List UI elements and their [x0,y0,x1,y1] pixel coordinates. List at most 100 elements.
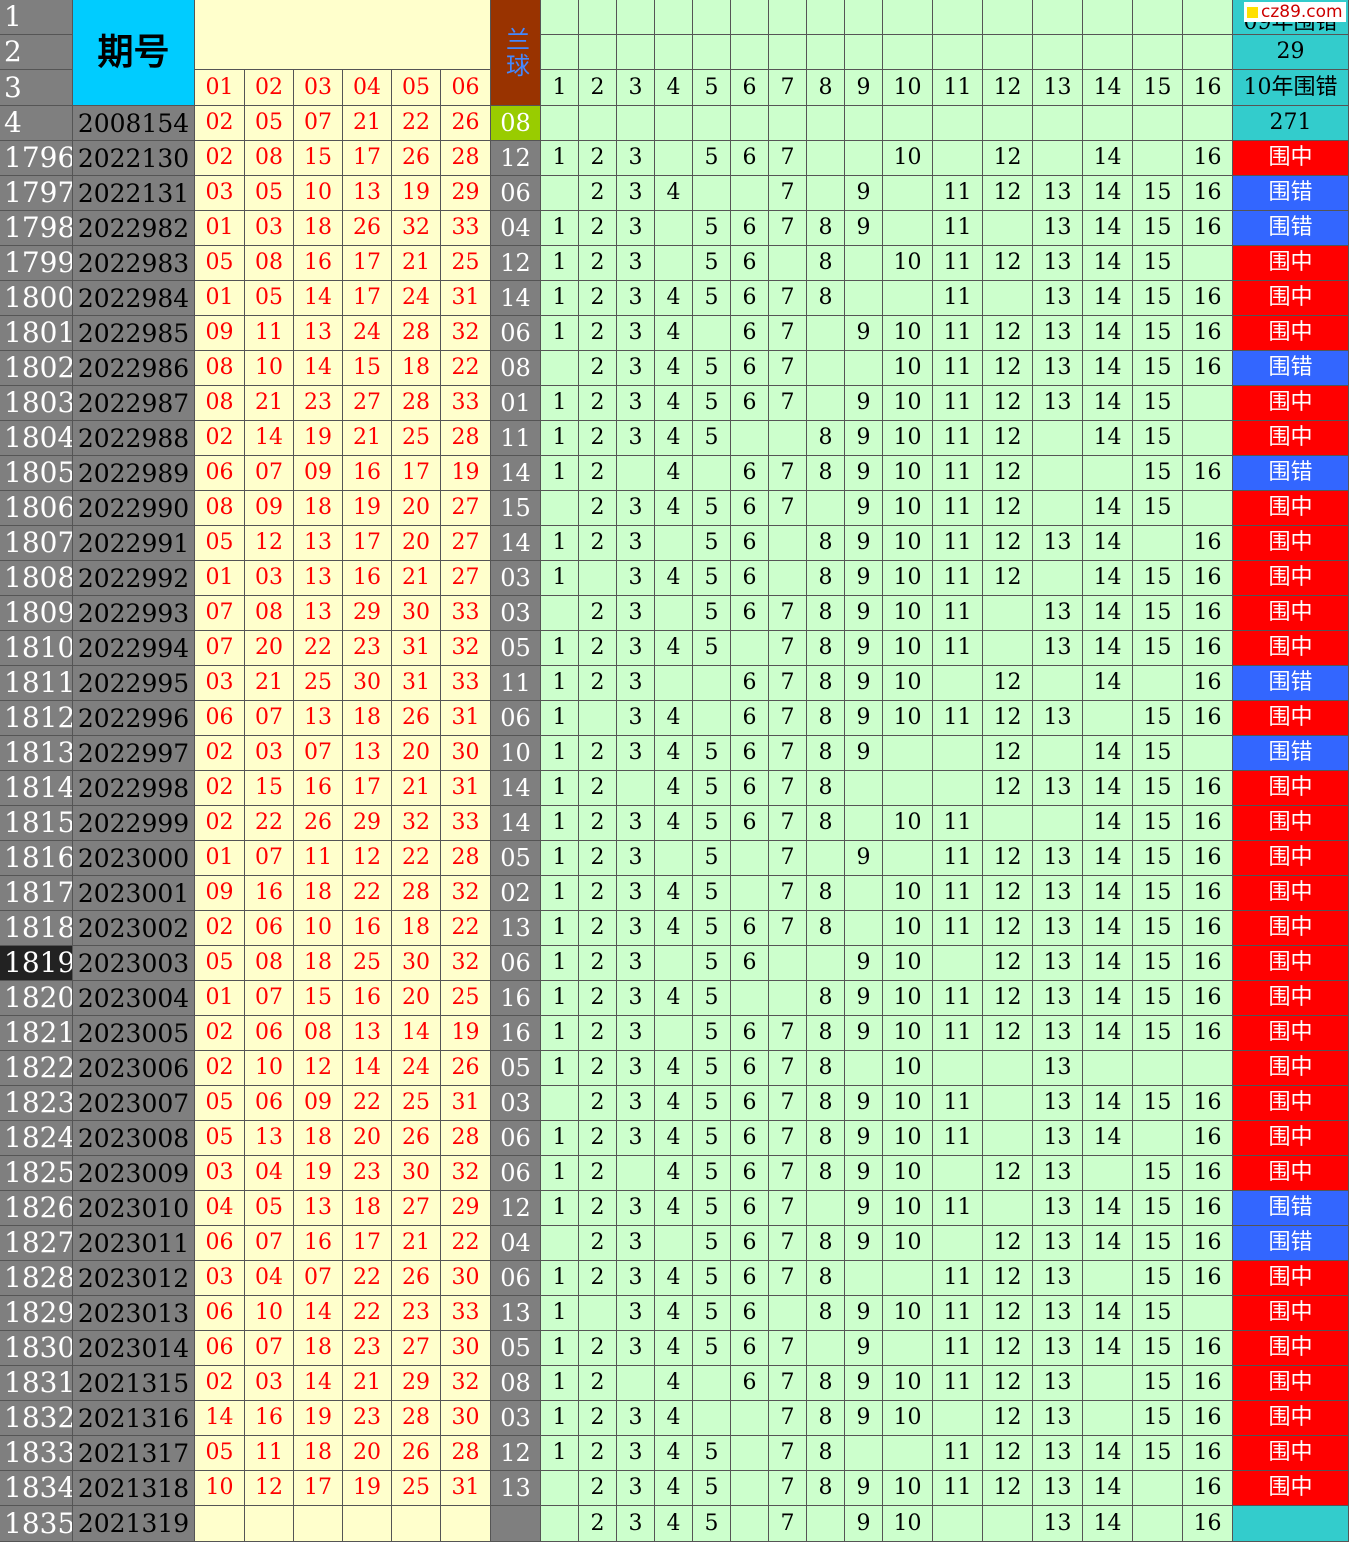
red-number[interactable]: 13 [245,1121,294,1156]
green-number[interactable]: 13 [1033,981,1083,1016]
red-number[interactable]: 05 [195,1436,245,1471]
green-number[interactable]: 12 [983,1261,1033,1296]
blue-number[interactable]: 11 [491,421,541,456]
green-number[interactable] [845,911,883,946]
green-number[interactable]: 6 [731,1366,769,1401]
red-number[interactable]: 23 [343,1401,392,1436]
green-number[interactable]: 6 [731,1296,769,1331]
green-number[interactable]: 16 [1183,911,1233,946]
green-number[interactable]: 4 [655,1156,693,1191]
red-number[interactable] [245,1506,294,1542]
period-cell[interactable]: 2022991 [73,526,195,561]
green-number[interactable]: 16 [1183,1331,1233,1366]
red-number[interactable]: 22 [245,806,294,841]
green-number[interactable]: 10 [883,1191,933,1226]
green-number[interactable]: 7 [769,1086,807,1121]
green-number[interactable]: 3 [617,876,655,911]
green-number[interactable]: 14 [1083,316,1133,351]
blue-number[interactable]: 03 [491,1086,541,1121]
green-number[interactable]: 3 [617,1191,655,1226]
green-cell[interactable] [1033,106,1083,141]
red-number[interactable]: 16 [294,246,343,281]
green-number[interactable]: 11 [933,386,983,421]
row-number[interactable]: 1810 [0,631,73,666]
green-number[interactable]: 3 [617,281,655,316]
green-number[interactable]: 7 [769,316,807,351]
green-number[interactable]: 2 [579,316,617,351]
red-number[interactable]: 22 [343,1086,392,1121]
green-number[interactable]: 1 [541,1051,579,1086]
green-number[interactable]: 14 [1083,631,1133,666]
red-number[interactable]: 11 [294,841,343,876]
green-number[interactable] [883,281,933,316]
status-cell[interactable]: 围中 [1233,1086,1349,1121]
red-number[interactable]: 02 [195,1016,245,1051]
red-number[interactable]: 25 [294,666,343,701]
green-number[interactable]: 3 [617,631,655,666]
green-number[interactable] [655,141,693,176]
row-number[interactable]: 1815 [0,806,73,841]
green-number[interactable]: 3 [617,211,655,246]
green-number[interactable]: 4 [655,1191,693,1226]
green-number[interactable] [845,771,883,806]
period-cell[interactable]: 2022992 [73,561,195,596]
green-number[interactable]: 9 [845,386,883,421]
red-number[interactable]: 33 [441,666,491,701]
blue-number[interactable]: 06 [491,1121,541,1156]
green-number[interactable]: 6 [731,1261,769,1296]
green-number[interactable]: 2 [579,1086,617,1121]
red-number[interactable]: 20 [343,1436,392,1471]
green-number[interactable]: 9 [845,176,883,211]
green-number[interactable]: 7 [769,491,807,526]
green-number[interactable]: 2 [579,1156,617,1191]
green-number[interactable] [579,561,617,596]
green-number[interactable]: 13 [1033,841,1083,876]
green-number[interactable]: 6 [731,281,769,316]
period-cell[interactable]: 2023008 [73,1121,195,1156]
status-cell[interactable]: 围中 [1233,701,1349,736]
red-number[interactable]: 10 [294,176,343,211]
green-number[interactable]: 7 [769,596,807,631]
red-number[interactable]: 07 [245,841,294,876]
green-number[interactable]: 10 [883,1121,933,1156]
green-number[interactable]: 1 [541,316,579,351]
green-number[interactable]: 3 [617,526,655,561]
red-number[interactable]: 16 [294,771,343,806]
green-number[interactable]: 14 [1083,246,1133,281]
green-number[interactable]: 16 [1183,561,1233,596]
red-number[interactable]: 26 [343,211,392,246]
row-number[interactable]: 1827 [0,1226,73,1261]
green-number[interactable]: 11 [933,876,983,911]
green-number[interactable]: 1 [541,561,579,596]
green-number[interactable]: 8 [807,561,845,596]
red-number[interactable]: 29 [441,1191,491,1226]
red-number[interactable]: 14 [294,281,343,316]
green-number[interactable]: 15 [1133,421,1183,456]
red-number[interactable]: 02 [195,806,245,841]
green-number[interactable]: 14 [1083,1331,1133,1366]
blue-number[interactable]: 12 [491,141,541,176]
red-number[interactable]: 32 [441,876,491,911]
green-number[interactable]: 16 [1183,771,1233,806]
special-red-number[interactable]: 21 [343,106,392,141]
red-number[interactable]: 08 [195,351,245,386]
green-number[interactable]: 4 [655,1506,693,1542]
green-number[interactable]: 4 [655,1261,693,1296]
green-number[interactable]: 16 [1183,1191,1233,1226]
green-cell[interactable] [617,106,655,141]
green-number[interactable]: 12 [983,701,1033,736]
green-number[interactable]: 8 [807,1226,845,1261]
green-number[interactable]: 9 [845,1226,883,1261]
green-number[interactable] [541,1506,579,1542]
blue-number[interactable]: 03 [491,596,541,631]
red-number[interactable]: 02 [195,1051,245,1086]
red-number[interactable]: 18 [294,491,343,526]
green-number[interactable]: 5 [693,386,731,421]
red-number[interactable] [294,1506,343,1542]
green-number[interactable] [983,1191,1033,1226]
red-number[interactable]: 03 [195,666,245,701]
green-number[interactable]: 3 [617,911,655,946]
green-number[interactable]: 5 [693,1191,731,1226]
red-number[interactable]: 31 [441,771,491,806]
green-number[interactable] [655,1226,693,1261]
